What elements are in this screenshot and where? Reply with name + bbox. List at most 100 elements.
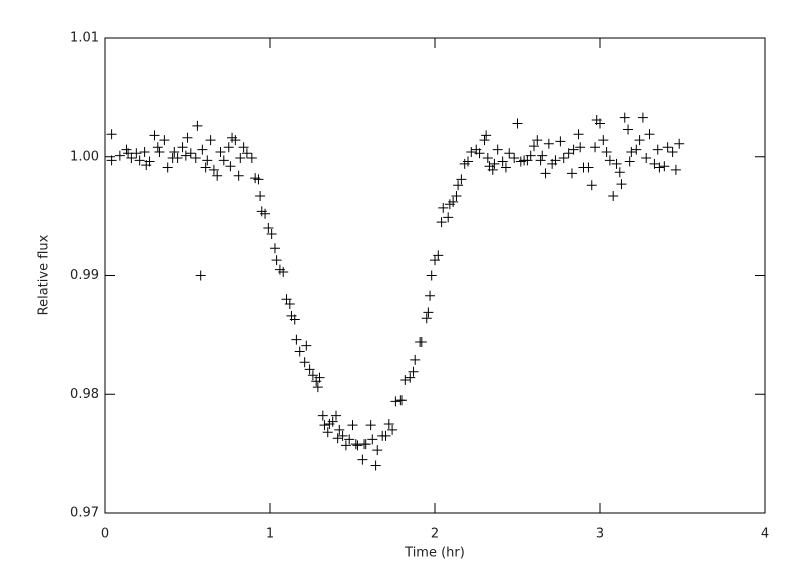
x-tick-label: 0 — [101, 527, 109, 542]
data-point — [271, 255, 282, 266]
y-axis-label: Relative flux — [37, 234, 52, 315]
data-point — [575, 142, 586, 153]
data-point — [641, 152, 652, 163]
data-point — [451, 190, 462, 201]
data-point — [367, 434, 378, 445]
data-point — [611, 158, 622, 169]
data-point — [532, 135, 543, 146]
data-point — [466, 147, 477, 157]
data-point — [294, 346, 305, 357]
data-point — [543, 138, 554, 149]
data-point — [492, 144, 503, 155]
data-point — [223, 142, 234, 153]
data-point — [601, 147, 612, 157]
data-point — [253, 174, 264, 185]
data-point — [212, 170, 223, 181]
data-point — [319, 420, 330, 431]
data-point — [598, 135, 609, 146]
data-point — [200, 162, 211, 173]
data-point — [233, 170, 244, 181]
data-point — [425, 290, 436, 301]
x-tick-label: 1 — [266, 527, 274, 542]
data-point — [421, 313, 432, 324]
data-point — [608, 190, 619, 201]
data-point — [400, 375, 411, 385]
data-point — [654, 162, 665, 173]
data-point — [448, 196, 459, 207]
data-point — [159, 135, 170, 146]
data-point — [177, 142, 188, 153]
data-point — [616, 179, 627, 190]
data-point — [537, 150, 548, 161]
data-point — [529, 141, 539, 152]
x-axis-label: Time (hr) — [404, 546, 465, 561]
data-point — [208, 164, 219, 175]
data-point — [438, 202, 449, 213]
data-point — [263, 223, 274, 233]
data-point — [172, 152, 183, 163]
data-point — [433, 250, 444, 261]
data-point — [383, 418, 394, 429]
data-point — [197, 144, 208, 155]
data-point — [525, 150, 536, 161]
data-point — [152, 142, 163, 153]
data-point — [573, 129, 584, 140]
data-point — [344, 434, 355, 445]
data-point — [667, 147, 678, 157]
data-point — [162, 162, 173, 173]
data-point — [182, 132, 193, 143]
data-point — [144, 156, 155, 167]
data-point — [489, 158, 500, 169]
data-point — [410, 354, 421, 365]
data-point — [126, 152, 137, 163]
data-point — [284, 299, 295, 309]
data-point — [637, 112, 648, 123]
data-point — [307, 370, 318, 381]
y-tick-label: 1.00 — [70, 149, 99, 164]
x-tick-label: 4 — [761, 527, 769, 542]
data-point — [180, 150, 191, 161]
data-point — [230, 135, 241, 146]
data-point — [192, 120, 203, 131]
data-point — [304, 364, 315, 375]
data-point — [299, 357, 310, 368]
x-tick-label: 2 — [431, 527, 439, 542]
data-point — [190, 152, 201, 163]
data-point — [619, 112, 630, 123]
data-point — [370, 460, 381, 471]
data-point — [550, 155, 561, 166]
data-point — [397, 395, 407, 406]
data-point — [583, 162, 594, 173]
data-point — [331, 410, 341, 421]
data-point — [487, 164, 498, 175]
data-point — [114, 150, 125, 161]
data-point — [357, 454, 368, 465]
data-point — [586, 180, 597, 191]
data-point — [662, 142, 673, 153]
data-point — [139, 147, 150, 157]
x-tick-label: 3 — [596, 527, 604, 542]
data-point — [215, 147, 226, 157]
y-tick-label: 0.97 — [70, 506, 99, 521]
data-point — [416, 337, 427, 347]
data-point — [241, 148, 252, 159]
data-point — [453, 180, 464, 191]
data-point — [235, 152, 246, 163]
data-point — [246, 152, 257, 163]
data-point — [327, 416, 338, 427]
data-point — [614, 167, 625, 178]
data-point — [512, 118, 523, 129]
data-point — [387, 424, 398, 435]
data-point — [504, 148, 515, 159]
data-point — [456, 174, 467, 185]
data-point — [360, 439, 371, 450]
data-point — [134, 155, 145, 166]
data-point — [674, 138, 685, 149]
data-point — [312, 382, 323, 393]
data-point — [604, 155, 615, 166]
data-point — [474, 148, 485, 159]
data-point — [154, 147, 165, 157]
data-point — [149, 130, 160, 141]
